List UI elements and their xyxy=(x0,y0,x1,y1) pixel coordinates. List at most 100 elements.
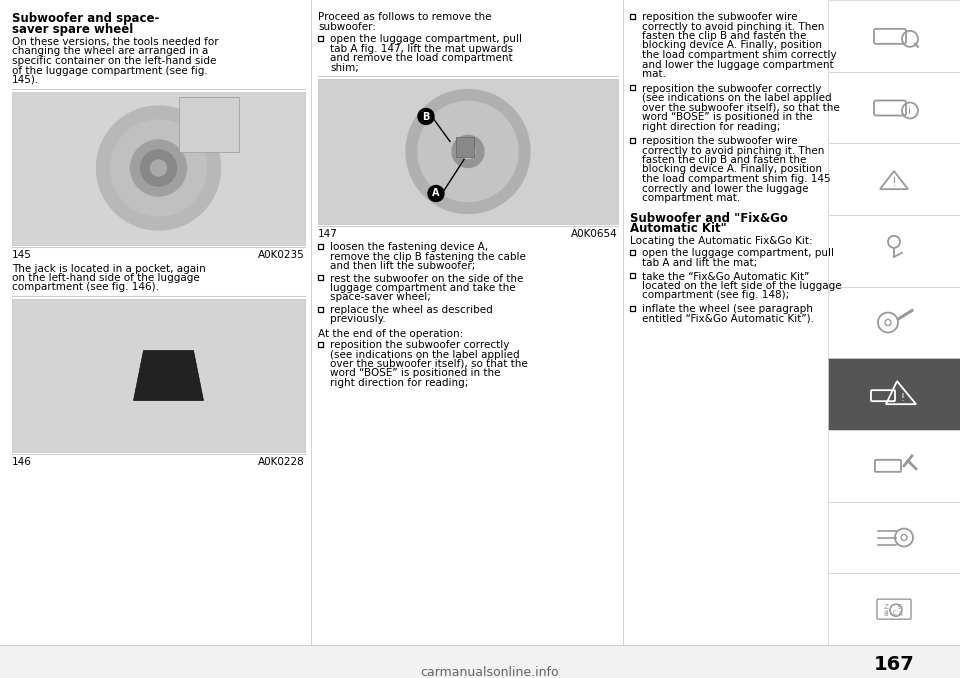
Bar xyxy=(630,306,635,311)
Circle shape xyxy=(461,144,475,159)
Text: and remove the load compartment: and remove the load compartment xyxy=(330,53,513,63)
Text: inflate the wheel (see paragraph: inflate the wheel (see paragraph xyxy=(642,304,813,314)
Text: luggage compartment and take the: luggage compartment and take the xyxy=(330,283,516,293)
Bar xyxy=(318,243,323,249)
Text: On these versions, the tools needed for: On these versions, the tools needed for xyxy=(12,37,219,47)
Text: on the left-hand side of the luggage: on the left-hand side of the luggage xyxy=(12,273,200,283)
Text: 145).: 145). xyxy=(12,75,39,85)
Bar xyxy=(179,96,238,151)
Text: the load compartment shim correctly: the load compartment shim correctly xyxy=(642,50,836,60)
Text: B: B xyxy=(422,111,430,121)
Text: mat.: mat. xyxy=(642,69,666,79)
Text: fasten the clip B and fasten the: fasten the clip B and fasten the xyxy=(642,31,806,41)
Text: over the subwoofer itself), so that the: over the subwoofer itself), so that the xyxy=(642,102,840,113)
Text: (see indications on the label applied: (see indications on the label applied xyxy=(642,93,831,103)
Bar xyxy=(828,143,960,215)
Text: reposition the subwoofer wire: reposition the subwoofer wire xyxy=(642,136,798,146)
Text: A: A xyxy=(432,188,440,199)
Bar xyxy=(630,14,635,18)
Bar xyxy=(828,574,960,645)
Bar xyxy=(828,215,960,287)
Bar xyxy=(0,645,960,678)
Text: !: ! xyxy=(892,176,897,188)
Text: 145: 145 xyxy=(12,250,32,260)
Text: correctly to avoid pinching it. Then: correctly to avoid pinching it. Then xyxy=(642,22,825,31)
Circle shape xyxy=(110,120,206,216)
Bar xyxy=(828,430,960,502)
Text: carmanualsonline.info: carmanualsonline.info xyxy=(420,666,560,678)
Text: tab A and lift the mat;: tab A and lift the mat; xyxy=(642,258,757,268)
Circle shape xyxy=(151,160,166,176)
Circle shape xyxy=(428,186,444,201)
Text: (see indications on the label applied: (see indications on the label applied xyxy=(330,349,519,359)
Text: tab A fig. 147, lift the mat upwards: tab A fig. 147, lift the mat upwards xyxy=(330,43,513,54)
Text: specific container on the left-hand side: specific container on the left-hand side xyxy=(12,56,216,66)
Text: open the luggage compartment, pull: open the luggage compartment, pull xyxy=(642,249,834,258)
Text: entitled “Fix&Go Automatic Kit”).: entitled “Fix&Go Automatic Kit”). xyxy=(642,313,814,323)
Circle shape xyxy=(418,102,518,201)
Text: Z
B: Z B xyxy=(883,604,888,617)
Text: A0K0654: A0K0654 xyxy=(571,229,618,239)
Text: Proceed as follows to remove the: Proceed as follows to remove the xyxy=(318,12,492,22)
Bar xyxy=(630,138,635,142)
Text: fasten the clip B and fasten the: fasten the clip B and fasten the xyxy=(642,155,806,165)
Text: open the luggage compartment, pull: open the luggage compartment, pull xyxy=(330,34,522,44)
Text: compartment mat.: compartment mat. xyxy=(642,193,740,203)
Text: Subwoofer and space-: Subwoofer and space- xyxy=(12,12,159,25)
Text: correctly to avoid pinching it. Then: correctly to avoid pinching it. Then xyxy=(642,146,825,155)
Text: correctly and lower the luggage: correctly and lower the luggage xyxy=(642,184,808,193)
Text: take the “Fix&Go Automatic Kit”: take the “Fix&Go Automatic Kit” xyxy=(642,271,809,281)
Text: blocking device A. Finally, position: blocking device A. Finally, position xyxy=(642,41,822,50)
Text: space-saver wheel;: space-saver wheel; xyxy=(330,292,431,302)
Text: rest the subwoofer on the side of the: rest the subwoofer on the side of the xyxy=(330,273,523,283)
Bar xyxy=(318,342,323,346)
Bar xyxy=(828,72,960,143)
Text: reposition the subwoofer wire: reposition the subwoofer wire xyxy=(642,12,798,22)
Text: Automatic Kit": Automatic Kit" xyxy=(630,222,727,235)
Bar xyxy=(12,92,305,245)
Bar xyxy=(630,85,635,90)
Text: and lower the luggage compartment: and lower the luggage compartment xyxy=(642,60,833,70)
Circle shape xyxy=(452,136,484,167)
Text: of the luggage compartment (see fig.: of the luggage compartment (see fig. xyxy=(12,66,207,75)
Circle shape xyxy=(131,140,186,196)
Text: reposition the subwoofer correctly: reposition the subwoofer correctly xyxy=(642,83,822,94)
Polygon shape xyxy=(133,351,204,401)
Text: changing the wheel are arranged in a: changing the wheel are arranged in a xyxy=(12,47,208,56)
Circle shape xyxy=(140,150,177,186)
Text: A0K0228: A0K0228 xyxy=(258,457,305,467)
Text: subwoofer:: subwoofer: xyxy=(318,22,376,31)
Text: shim;: shim; xyxy=(330,62,359,73)
Text: Locating the Automatic Fix&Go Kit:: Locating the Automatic Fix&Go Kit: xyxy=(630,237,812,247)
Text: compartment (see fig. 148);: compartment (see fig. 148); xyxy=(642,290,789,300)
Text: the load compartment shim fig. 145: the load compartment shim fig. 145 xyxy=(642,174,830,184)
Text: At the end of the operation:: At the end of the operation: xyxy=(318,329,464,339)
Text: 147: 147 xyxy=(318,229,338,239)
Bar xyxy=(828,287,960,359)
Text: E
A: E A xyxy=(898,604,902,617)
Bar xyxy=(318,79,618,224)
Circle shape xyxy=(418,108,434,125)
Text: loosen the fastening device A,: loosen the fastening device A, xyxy=(330,242,488,252)
Bar xyxy=(456,136,474,157)
Text: The jack is located in a pocket, again: The jack is located in a pocket, again xyxy=(12,264,205,273)
Text: !: ! xyxy=(900,393,904,403)
Text: 167: 167 xyxy=(874,655,914,674)
Bar xyxy=(828,0,960,72)
Text: located on the left side of the luggage: located on the left side of the luggage xyxy=(642,281,842,291)
Text: over the subwoofer itself), so that the: over the subwoofer itself), so that the xyxy=(330,359,528,369)
Text: right direction for reading;: right direction for reading; xyxy=(330,378,468,388)
Text: replace the wheel as described: replace the wheel as described xyxy=(330,305,492,315)
Bar xyxy=(828,359,960,430)
Text: reposition the subwoofer correctly: reposition the subwoofer correctly xyxy=(330,340,510,350)
Text: remove the clip B fastening the cable: remove the clip B fastening the cable xyxy=(330,252,526,262)
Text: I  C: I C xyxy=(886,610,898,616)
Bar xyxy=(630,250,635,255)
Text: saver spare wheel: saver spare wheel xyxy=(12,23,133,36)
Circle shape xyxy=(406,89,530,214)
Bar xyxy=(318,306,323,311)
Bar xyxy=(630,273,635,278)
Bar xyxy=(828,502,960,574)
Text: word “BOSE” is positioned in the: word “BOSE” is positioned in the xyxy=(642,112,812,122)
Text: compartment (see fig. 146).: compartment (see fig. 146). xyxy=(12,283,159,292)
